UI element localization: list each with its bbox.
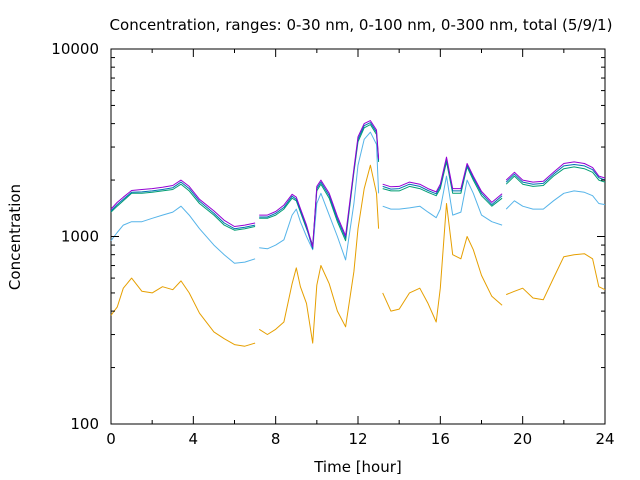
x-tick-label: 8 xyxy=(271,430,281,448)
series-layer xyxy=(110,120,606,347)
series-3-line-segment-1 xyxy=(110,183,256,231)
series-2-line-segment-1 xyxy=(110,205,256,264)
y-tick-label: 100 xyxy=(70,415,99,433)
series-1-line-segment-1 xyxy=(110,277,256,347)
x-tick-label: 12 xyxy=(348,430,367,448)
plot-frame xyxy=(110,48,606,425)
series-1-line-segment-4 xyxy=(506,253,606,301)
x-tick-label: 4 xyxy=(189,430,199,448)
series-1-line-segment-2 xyxy=(258,164,380,344)
y-tick-label: 1000 xyxy=(61,228,99,246)
x-tick-label: 0 xyxy=(106,430,116,448)
ticks-layer: 0 4 8 12 16 20 24 100 1000 10000 xyxy=(51,40,614,448)
series-1-line-segment-3 xyxy=(382,203,503,323)
series-3-line-segment-2 xyxy=(259,124,380,246)
series-2-line-segment-4 xyxy=(505,190,606,210)
series-2-line-segment-3 xyxy=(382,175,503,226)
series-4-line-segment-4 xyxy=(505,164,606,185)
series-4-line-segment-1 xyxy=(110,181,256,230)
y-tick-label: 10000 xyxy=(51,40,99,58)
x-tick-label: 16 xyxy=(431,430,450,448)
x-tick-label: 24 xyxy=(595,430,614,448)
series-5-line-segment-1 xyxy=(110,179,256,227)
series-5-line-segment-2 xyxy=(259,120,380,248)
series-5-line-segment-4 xyxy=(505,161,606,183)
x-axis-label: Time [hour] xyxy=(313,458,402,476)
y-axis-label: Concentration xyxy=(6,184,24,290)
chart-title: Concentration, ranges: 0-30 nm, 0-100 nm… xyxy=(110,16,613,34)
series-2-line-segment-2 xyxy=(259,131,380,261)
series-4-line-segment-2 xyxy=(259,122,380,250)
series-3-line-segment-4 xyxy=(505,166,606,187)
series-3-line-segment-3 xyxy=(382,161,503,207)
series-5-line-segment-3 xyxy=(382,156,503,203)
x-tick-label: 20 xyxy=(513,430,532,448)
